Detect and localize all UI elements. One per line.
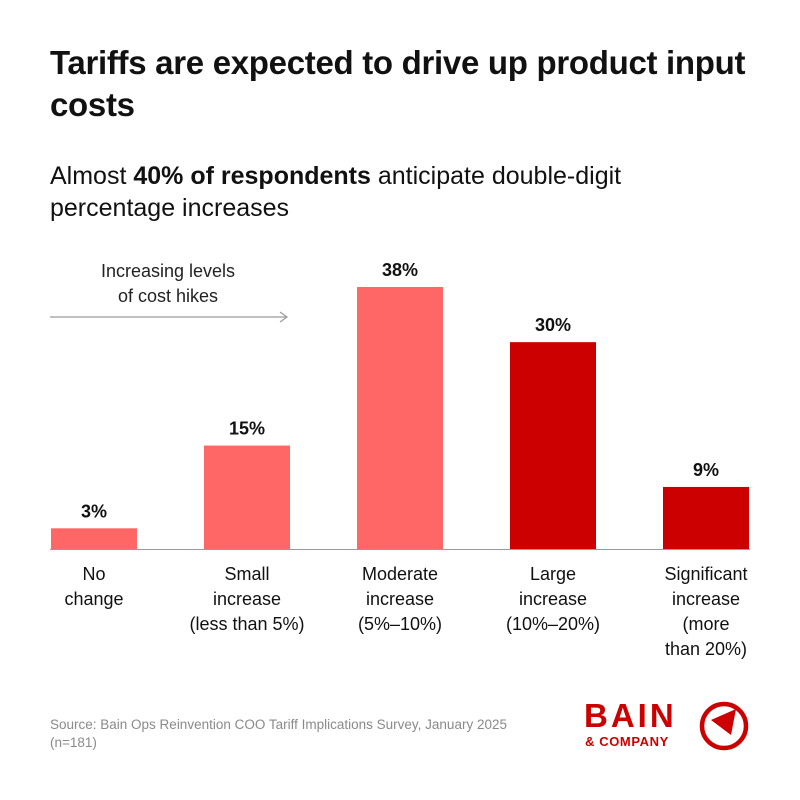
category-label-5: Significant increase (more than 20%) <box>664 564 747 659</box>
source-note: Source: Bain Ops Reinvention COO Tariff … <box>50 717 507 750</box>
bar-value-label-4: 30% <box>535 315 571 335</box>
bar-value-label-3: 38% <box>382 260 418 280</box>
annotation-text-line-1: Increasing levels <box>101 261 235 281</box>
category-label-3: Moderate increase (5%–10%) <box>358 564 442 634</box>
subtitle-prefix: Almost <box>50 162 134 190</box>
chart-subtitle: Almost 40% of respondents anticipate dou… <box>50 160 750 224</box>
chart-title: Tariffs are expected to drive up product… <box>50 44 746 123</box>
logo-wordmark: BAIN <box>584 697 677 734</box>
subtitle-suffix: anticipate double-digit percentage incre… <box>50 162 622 222</box>
bar-value-label-1: 3% <box>81 501 107 521</box>
category-label-2: Small increase (less than 5%) <box>189 564 304 634</box>
annotation-group: Increasing levels of cost hikes <box>50 261 289 323</box>
category-label-4: Large increase (10%–20%) <box>506 564 600 634</box>
bar-3 <box>357 287 443 549</box>
subtitle-highlight: 40% of respondents <box>133 162 371 190</box>
logo-subtitle: & COMPANY <box>585 734 669 749</box>
annotation-arrow-head <box>279 311 289 323</box>
bar-value-label-2: 15% <box>229 419 265 439</box>
bar-4 <box>510 342 596 549</box>
category-label-1: No change <box>64 564 123 609</box>
bar-5 <box>663 486 749 549</box>
bain-logo: BAIN & COMPANY <box>582 698 752 754</box>
bar-1 <box>51 528 137 549</box>
bar-2 <box>204 445 290 549</box>
bar-value-label-5: 9% <box>693 460 719 480</box>
annotation-text-line-2: of cost hikes <box>118 286 218 306</box>
logo-compass-icon <box>699 701 749 751</box>
bar-chart: Increasing levels of cost hikes 3% No chan… <box>50 260 750 659</box>
